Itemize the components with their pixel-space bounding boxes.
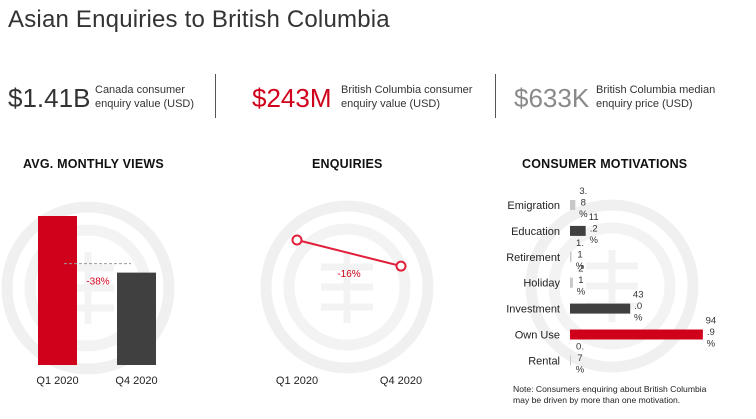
motivation-value-label: 8 <box>581 198 586 209</box>
views-x-tick-label: Q4 2020 <box>115 375 157 387</box>
motivations-chart-title: CONSUMER MOTIVATIONS <box>522 157 688 171</box>
page-title: Asian Enquiries to British Columbia <box>8 6 390 33</box>
kpi-divider-2 <box>495 74 496 118</box>
enquiries-chart-title: ENQUIRIES <box>312 157 383 171</box>
motivation-value-label: % <box>707 339 716 350</box>
motivation-value-label: % <box>576 261 585 272</box>
motivation-category-label: Own Use <box>515 330 560 342</box>
motivation-bar <box>570 200 576 210</box>
motivation-value-label: .2 <box>590 223 598 234</box>
kpi-bc-desc-line1: British Columbia consumer <box>341 84 473 96</box>
motivation-value-label: 2 <box>578 264 583 275</box>
enquiries-x-tick-label: Q1 2020 <box>276 375 318 387</box>
motivation-value-label: % <box>589 235 598 246</box>
motivation-value-label: 3. <box>579 186 587 197</box>
enquiries-point-1 <box>291 234 303 246</box>
enquiries-series-line <box>296 239 402 268</box>
enquiries-chart: Q1 2020 Q4 2020 -16% <box>276 234 422 387</box>
views-change-label: -38% <box>86 277 109 288</box>
kpi-median-desc: British Columbia median enquiry price (U… <box>596 83 715 111</box>
watermark-logo-3 <box>525 199 699 373</box>
motivation-value-label: 7 <box>577 353 582 364</box>
motivation-category-label: Education <box>511 226 560 238</box>
motivation-value-label: 1. <box>576 238 584 249</box>
motivation-value-label: 0. <box>576 341 584 352</box>
motivation-value-label: % <box>579 209 588 220</box>
motivation-category-label: Emigration <box>507 200 560 212</box>
watermark-outer-ring <box>260 200 434 374</box>
kpi-canada-desc-line1: Canada consumer <box>95 84 185 96</box>
motivation-category-label: Retirement <box>506 252 560 264</box>
motivation-category-label: Rental <box>528 355 560 367</box>
motivation-value-label: % <box>634 313 643 324</box>
views-chart: Q1 2020 Q4 2020 -38% <box>36 216 158 387</box>
views-x-tick-label: Q1 2020 <box>36 375 78 387</box>
kpi-divider-1 <box>215 74 216 118</box>
motivation-bar <box>570 303 631 314</box>
watermark-glyph <box>62 252 114 324</box>
kpi-canada-desc-line2: enquiry value (USD) <box>95 98 195 110</box>
footnote-line1: Note: Consumers enquiring about British … <box>513 384 707 394</box>
watermark-glyph <box>586 250 638 322</box>
enquiries-point-2 <box>395 260 407 272</box>
kpi-canada-value: $1.41B <box>8 83 91 113</box>
motivation-bar <box>570 329 703 340</box>
motivation-bar <box>570 355 571 366</box>
motivation-category-label: Holiday <box>523 278 560 290</box>
footnote-line2: may be driven by more than one motivatio… <box>513 395 681 405</box>
views-bar-2 <box>117 272 156 365</box>
motivation-value-label: 11 <box>589 212 599 223</box>
motivation-value-label: .9 <box>707 327 715 338</box>
motivation-value-label: 43 <box>633 290 644 301</box>
watermark-inner-ring <box>548 222 676 350</box>
motivation-category-label: Investment <box>506 304 560 316</box>
motivation-value-label: 1 <box>577 249 582 260</box>
enquiries-x-tick-label: Q4 2020 <box>380 375 422 387</box>
kpi-bc-desc-line2: enquiry value (USD) <box>341 98 441 110</box>
footnote: Note: Consumers enquiring about British … <box>513 384 706 406</box>
kpi-canada-desc: Canada consumer enquiry value (USD) <box>95 83 194 111</box>
watermark-logo-2 <box>260 200 434 374</box>
views-chart-title: AVG. MONTHLY VIEWS <box>23 157 164 171</box>
kpi-median-desc-line2: enquiry price (USD) <box>596 98 693 110</box>
motivation-bar <box>570 251 572 262</box>
kpi-bc-value: $243M <box>252 83 332 113</box>
views-bar-1 <box>38 216 77 365</box>
kpi-median-desc-line1: British Columbia median <box>596 84 716 96</box>
watermark-outer-ring <box>525 199 699 373</box>
kpi-median-value: $633K <box>514 83 590 113</box>
enquiries-change-label: -16% <box>337 269 360 280</box>
motivation-value-label: % <box>576 364 585 375</box>
watermark-inner-ring <box>283 223 411 351</box>
motivation-value-label: 1 <box>578 275 583 286</box>
motivation-value-label: .0 <box>634 301 642 312</box>
motivation-bar <box>570 277 573 288</box>
motivation-bar <box>570 225 586 236</box>
motivation-value-label: 94 <box>706 316 717 327</box>
motivation-value-label: % <box>577 287 586 298</box>
kpi-bc-desc: British Columbia consumer enquiry value … <box>341 83 472 111</box>
watermark-outer-ring <box>1 201 175 375</box>
motivations-chart: Emigration3.8%Education11.2%Retirement1.… <box>506 186 716 375</box>
watermark-glyph <box>321 251 373 323</box>
